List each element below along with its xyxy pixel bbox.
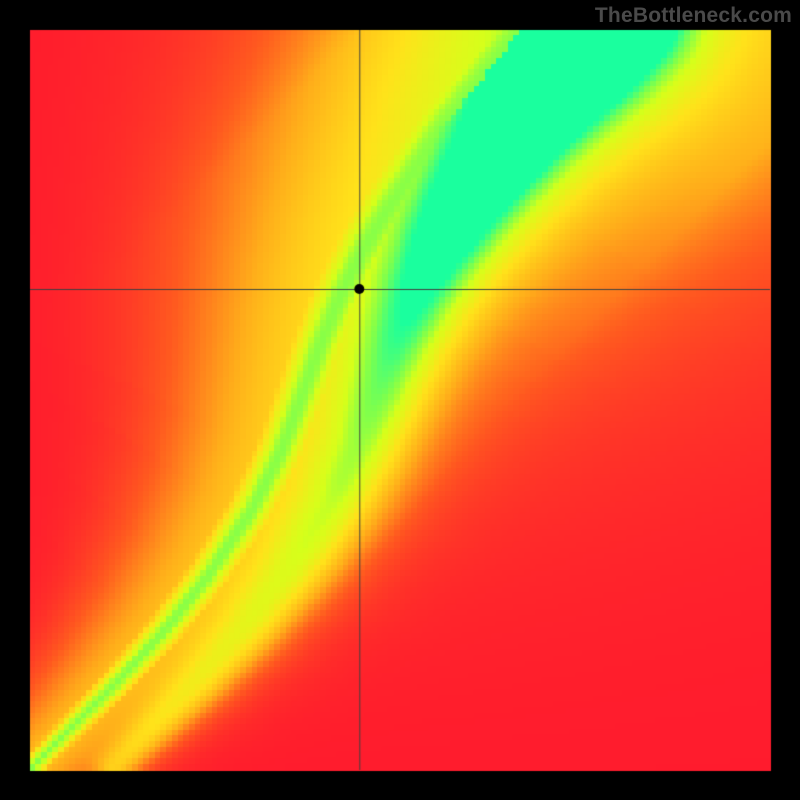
chart-root: TheBottleneck.com xyxy=(0,0,800,800)
bottleneck-heatmap xyxy=(0,0,800,800)
